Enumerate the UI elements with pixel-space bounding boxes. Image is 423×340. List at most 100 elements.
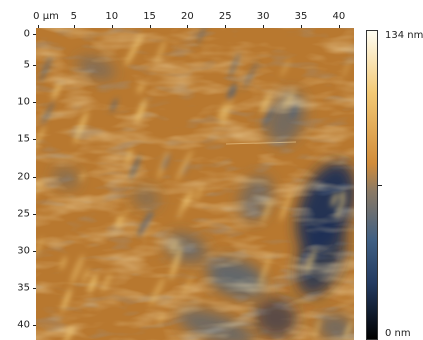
ridge-streak <box>101 271 113 294</box>
ridge-streak <box>36 237 44 257</box>
ridge-streak <box>88 274 98 293</box>
ridge-streak <box>135 99 147 124</box>
ridge-streak <box>195 185 203 202</box>
ridge-streak <box>82 267 90 284</box>
y-tick-label: 30 <box>17 245 30 257</box>
ridge-streak <box>149 276 166 307</box>
y-tick-mark <box>33 250 36 252</box>
y-tick-label: 20 <box>17 171 30 183</box>
ridge-streak <box>158 314 164 324</box>
y-tick-mark <box>33 213 36 215</box>
height-colorbar <box>366 30 378 340</box>
ridge-streak <box>161 153 170 171</box>
colorbar-min-label: 0 nm <box>385 328 411 339</box>
ridge-streak <box>61 288 72 312</box>
ridge-streak <box>116 215 122 226</box>
ridge-streak <box>41 99 55 127</box>
colorbar-mid-tick <box>378 185 382 186</box>
ridge-streak <box>39 57 52 83</box>
ridge-streak <box>196 28 210 46</box>
ridge-streak <box>339 189 346 201</box>
y-tick-label: 35 <box>17 282 30 294</box>
x-tick-label: 0 µm <box>33 11 59 22</box>
y-tick-mark <box>33 288 36 289</box>
ridge-streak <box>181 161 191 176</box>
ridge-streak <box>169 245 183 281</box>
x-tick-mark <box>225 25 227 28</box>
x-tick-mark <box>338 25 340 28</box>
ridge-streak <box>136 82 145 94</box>
ridge-streak <box>290 104 298 120</box>
x-tick-label: 15 <box>143 11 156 22</box>
ridge-streak <box>312 317 322 340</box>
ridge-streak <box>36 178 44 206</box>
ridge-streak <box>175 149 193 182</box>
x-tick-label: 20 <box>181 11 194 22</box>
y-tick-mark <box>33 325 36 327</box>
y-tick-label: 10 <box>17 96 30 108</box>
ridge-streak <box>177 193 188 220</box>
x-tick-label: 30 <box>256 11 270 22</box>
ridge-streak <box>124 34 143 67</box>
ridge-streak <box>59 256 67 270</box>
x-tick-mark <box>38 25 39 28</box>
ridge-streak <box>125 148 133 165</box>
ridge-streak <box>218 103 228 121</box>
y-tick-mark <box>33 176 36 178</box>
x-tick-mark <box>301 25 302 28</box>
x-tick-label: 25 <box>218 11 232 22</box>
y-tick-mark <box>33 34 36 35</box>
x-tick-mark <box>149 25 151 28</box>
ridge-streak <box>343 320 353 340</box>
ridge-streak <box>282 90 295 112</box>
y-tick-label: 40 <box>17 319 30 331</box>
ridge-streak <box>183 189 194 209</box>
ridge-streak <box>182 273 194 296</box>
y-tick-label: 25 <box>17 208 30 220</box>
ridge-streak <box>228 52 240 78</box>
x-tick-mark <box>187 25 189 28</box>
y-tick-label: 5 <box>23 59 30 71</box>
ridge-streak <box>227 83 237 101</box>
ridge-streak <box>63 326 75 340</box>
x-tick-label: 40 <box>332 11 346 22</box>
ridge-streak <box>262 106 274 129</box>
ridge-streak <box>261 200 272 224</box>
ridge-streak <box>170 240 178 254</box>
ridge-streak <box>330 192 338 207</box>
ridge-streak <box>51 82 62 100</box>
ridge-streak <box>155 39 166 65</box>
ridge-streak <box>280 58 291 77</box>
ridge-streak <box>137 211 154 237</box>
ridge-streak <box>260 93 272 114</box>
x-tick-label: 35 <box>294 11 308 22</box>
y-tick-label: 15 <box>17 133 30 145</box>
y-tick-mark <box>33 102 36 104</box>
x-tick-label: 5 <box>70 11 78 22</box>
ridge-streak <box>305 247 317 272</box>
x-tick-label: 10 <box>105 11 119 22</box>
ridge-streak <box>129 155 141 180</box>
ridge-streak <box>73 110 89 145</box>
y-tick-mark <box>33 65 36 67</box>
ridge-streak <box>110 98 118 113</box>
ridge-streak <box>70 254 85 285</box>
x-tick-mark <box>111 25 113 28</box>
colorbar-max-label: 134 nm <box>385 30 423 41</box>
ridge-streak <box>243 60 258 90</box>
ridge-streak <box>143 218 153 238</box>
ridge-streak <box>221 99 233 127</box>
scan-line-artifact <box>225 141 297 145</box>
ridge-streak <box>279 191 292 221</box>
x-tick-mark <box>263 25 265 28</box>
ridge-streak <box>258 254 272 287</box>
ridge-streak <box>79 171 86 182</box>
ridge-streak <box>335 196 346 218</box>
ridge-streak <box>342 59 351 79</box>
ridge-streak <box>301 252 308 264</box>
y-tick-label: 0 <box>23 28 30 40</box>
x-tick-mark <box>73 25 75 28</box>
y-tick-mark <box>33 139 36 141</box>
ridge-streak <box>36 126 46 149</box>
